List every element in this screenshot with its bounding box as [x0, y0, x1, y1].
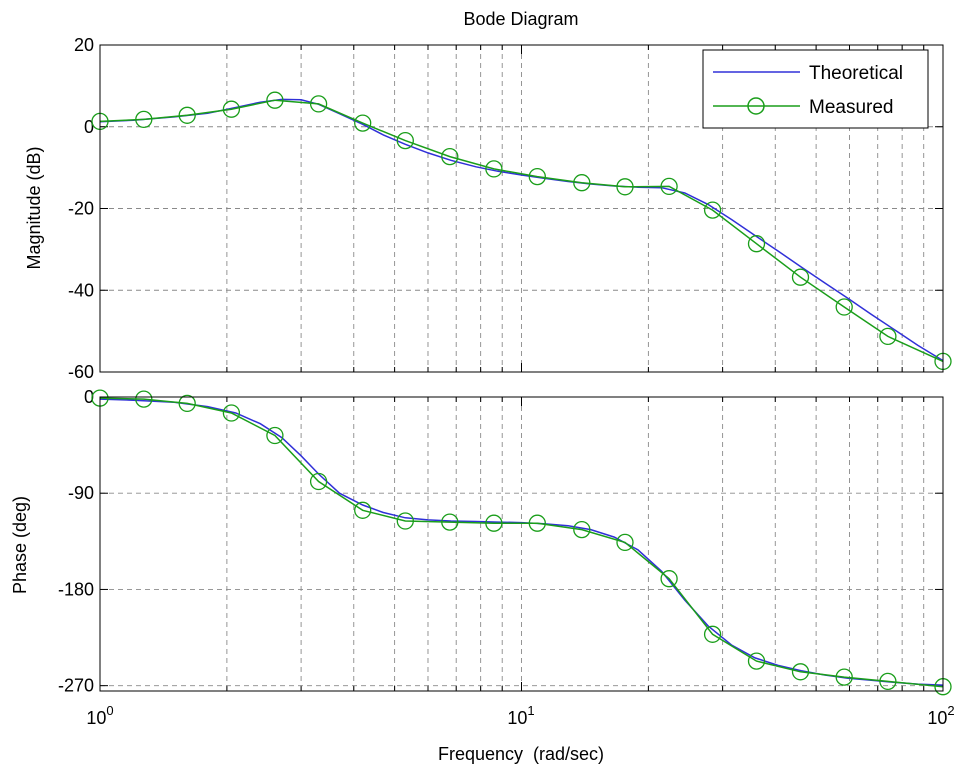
phase-y-tick-label: 0 [84, 387, 94, 407]
magnitude-ylabel: Magnitude (dB) [24, 146, 44, 269]
phase-measured-point [660, 570, 678, 588]
x-tick-labels: 100 101 102 [86, 703, 954, 728]
phase-y-tick-label: -180 [58, 579, 94, 599]
magnitude-measured-point [396, 131, 414, 150]
magnitude-measured-point [791, 268, 810, 286]
phase-measured-point [485, 514, 503, 532]
phase-measured-point [309, 472, 328, 491]
phase-measured-point [703, 625, 722, 643]
magnitude-y-tick-label: 0 [84, 117, 94, 137]
magnitude-measured-point [616, 178, 634, 196]
magnitude-measured-point [835, 298, 853, 316]
phase-measured-point [222, 404, 241, 422]
magnitude-measured-point [528, 167, 546, 186]
x-tick-label-1: 100 [86, 703, 113, 728]
phase-measured-point [747, 652, 766, 670]
phase-axes-box [99, 396, 944, 692]
magnitude-measured-point [747, 235, 766, 253]
magnitude-measured-point [135, 110, 153, 129]
magnitude-y-tick-label: 20 [74, 35, 94, 55]
phase-measured-point [266, 426, 284, 445]
phase-panel: 0 -90 -180 -270 Phase (deg) [10, 387, 952, 696]
magnitude-y-tick-label: -20 [68, 199, 94, 219]
phase-measured-point [528, 514, 546, 532]
magnitude-measured-point [222, 100, 241, 118]
phase-measured-point [879, 672, 897, 691]
legend-measured-marker [747, 97, 765, 115]
x-axis-label: Frequency (rad/sec) [438, 744, 604, 764]
magnitude-measured-point [660, 177, 678, 196]
magnitude-measured-point [573, 174, 591, 192]
magnitude-y-tick-label: -60 [68, 362, 94, 382]
phase-series [91, 389, 952, 696]
magnitude-measured-point [309, 95, 328, 113]
phase-measured-point [396, 512, 414, 530]
magnitude-measured-point [879, 327, 897, 346]
phase-measured-point [441, 513, 459, 531]
phase-y-tick-label: -270 [58, 676, 94, 696]
magnitude-y-ticks: 20 0 -20 -40 -60 [68, 35, 943, 382]
phase-measured-point [178, 394, 196, 413]
legend-box [702, 49, 929, 129]
magnitude-measured-point [266, 91, 284, 109]
phase-measured-point [135, 390, 153, 408]
magnitude-measured-point [703, 201, 722, 219]
legend-theoretical-label: Theoretical [809, 63, 903, 84]
x-tick-label-10: 101 [507, 703, 534, 728]
phase-measured-point [791, 663, 810, 681]
magnitude-y-tick-label: -40 [68, 280, 94, 300]
phase-measured-point [616, 533, 634, 552]
figure-title: Bode Diagram [463, 9, 578, 29]
phase-y-tick-label: -90 [68, 483, 94, 503]
phase-ylabel: Phase (deg) [10, 496, 30, 594]
phase-measured-point [835, 668, 853, 686]
magnitude-measured-point [485, 160, 503, 178]
phase-grid [100, 397, 943, 691]
magnitude-measured-point [178, 106, 196, 124]
phase-y-ticks: 0 -90 -180 -270 [58, 387, 943, 696]
legend-measured-label: Measured [809, 97, 894, 118]
legend: Theoretical Measured [702, 49, 929, 129]
magnitude-measured-point [354, 114, 372, 132]
phase-measured-point [354, 501, 372, 519]
magnitude-axes-box [99, 44, 944, 373]
phase-measured-point [573, 520, 591, 539]
magnitude-measured-point [441, 147, 459, 166]
x-tick-label-100: 102 [927, 703, 954, 728]
